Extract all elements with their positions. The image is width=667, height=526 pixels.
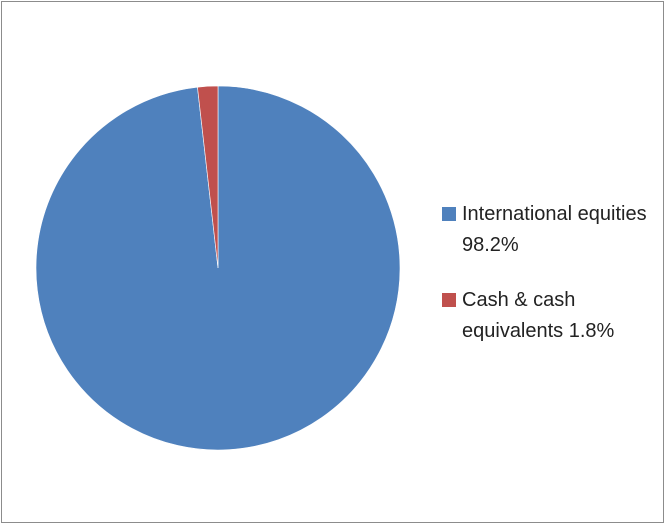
pie-slices: [35, 85, 401, 451]
legend-item-cash-equivalents: Cash & cash equivalents 1.8%: [442, 285, 662, 347]
legend-swatch-cash-equivalents: [442, 293, 456, 307]
legend-label-international-equities: International equities 98.2%: [462, 203, 647, 256]
legend-label-cash-equivalents: Cash & cash equivalents 1.8%: [462, 289, 615, 342]
legend-item-international-equities: International equities 98.2%: [442, 199, 662, 261]
legend: International equities 98.2% Cash & cash…: [442, 199, 662, 371]
legend-swatch-international-equities: [442, 207, 456, 221]
pie-slice-cash-equivalents: [197, 85, 219, 269]
